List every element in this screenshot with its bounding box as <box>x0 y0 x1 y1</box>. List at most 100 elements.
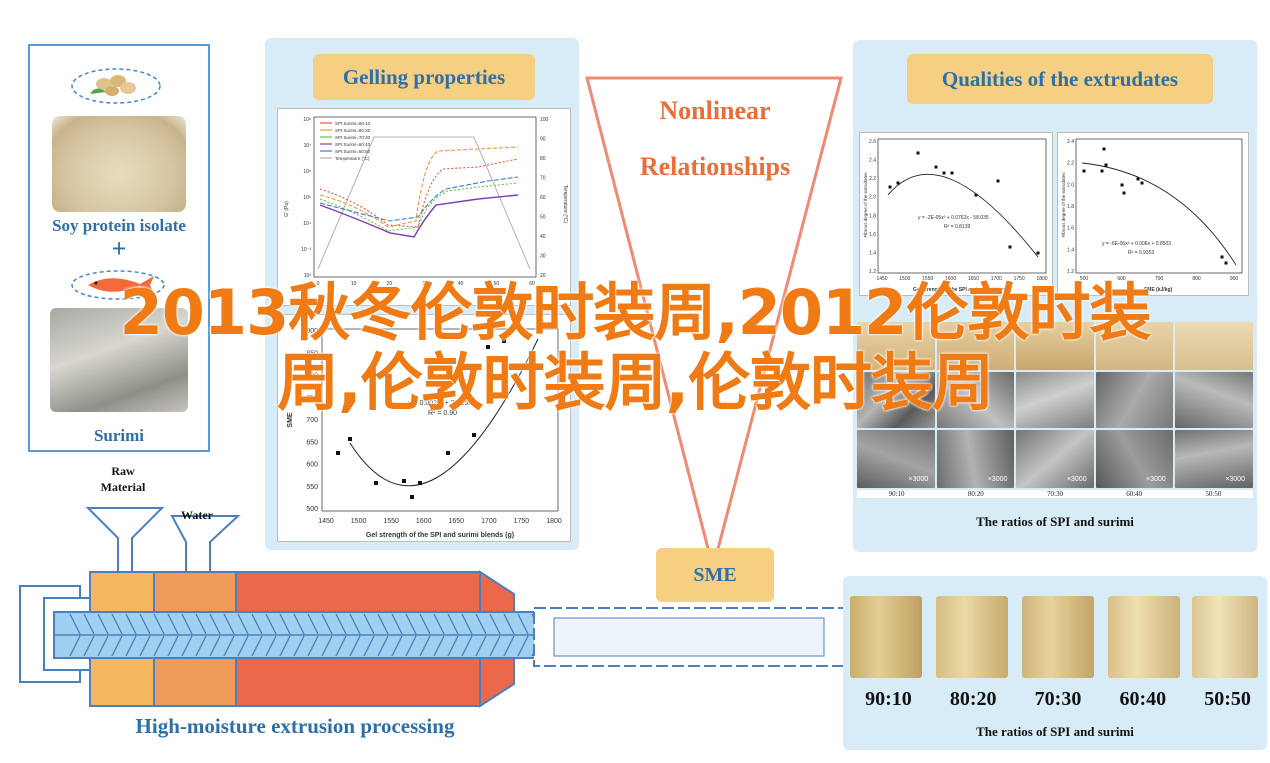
sem-mag: ×3000 <box>1174 476 1253 483</box>
gel-ylabel-left: G' (Pa) <box>284 201 290 217</box>
q2-y-tick: 2.4 <box>1067 139 1074 145</box>
gel-right-tick: 50 <box>540 215 546 221</box>
soy-label: Soy protein isolate <box>30 216 208 236</box>
surimi-label: Surimi <box>30 426 208 446</box>
q1-point <box>917 152 920 155</box>
q2-y-tick: 1.4 <box>1067 247 1074 253</box>
plus-sign: + <box>30 234 208 264</box>
q1-point <box>943 172 946 175</box>
gelling-title: Gelling properties <box>313 54 535 100</box>
q2-point <box>1103 148 1106 151</box>
sem-mag: ×3000 <box>1095 476 1174 483</box>
q2-y-tick: 1.2 <box>1067 269 1074 275</box>
sme-point <box>348 437 352 441</box>
sample-80-20 <box>936 596 1008 678</box>
sme-point <box>472 433 476 437</box>
q1-y-tick: 1.8 <box>869 213 876 219</box>
q2-point <box>1141 182 1144 185</box>
sem-mag: ×3000 <box>936 476 1015 483</box>
gel-ylabel-right: Temperature (°C) <box>562 185 568 224</box>
q1-point <box>1037 252 1040 255</box>
ratio-label-small: 60:40 <box>1095 490 1174 498</box>
sample-90-10 <box>850 596 922 678</box>
sample-60-40 <box>1108 596 1180 678</box>
raw-material-hopper <box>88 508 162 572</box>
gel-right-tick: 90 <box>540 137 546 143</box>
legend-entry: Temperature (°C) <box>335 156 370 161</box>
gel-right-tick: 70 <box>540 176 546 182</box>
sem-magnification-labels: ×3000 ×3000 ×3000 ×3000 ×3000 <box>857 476 1253 483</box>
gel-left-tick: 10⁻³ <box>301 247 311 253</box>
gel-right-tick: 60 <box>540 195 546 201</box>
legend-entry: SPI:Surimi=60:40 <box>335 142 371 147</box>
protein-powder-icon <box>52 116 186 212</box>
q2-point <box>1101 170 1104 173</box>
q1-point <box>889 186 892 189</box>
q2-y-tick: 1.6 <box>1067 226 1074 232</box>
gel-right-tick: 40 <box>540 234 546 240</box>
q2-y-tick: 2.2 <box>1067 161 1074 167</box>
ratio-label: 80:20 <box>931 688 1016 711</box>
q1-y-tick: 1.6 <box>869 232 876 238</box>
sme-point <box>336 451 340 455</box>
q1-point <box>1009 246 1012 249</box>
series-70-30 <box>320 183 518 231</box>
q2-point <box>1137 178 1140 181</box>
water-hopper <box>172 516 238 572</box>
legend-entry: SPI:Surimi=80:20 <box>335 128 371 133</box>
sem-mag: ×3000 <box>857 476 936 483</box>
gel-right-tick: 30 <box>540 254 546 260</box>
legend-entry: SPI:Surimi=50:50 <box>335 149 371 154</box>
q2-point <box>1123 192 1126 195</box>
gel-left-tick: 10⁴ <box>303 221 311 227</box>
gel-left-tick: 10⁷ <box>304 143 312 149</box>
qualities-ratio-row: 90:10 80:20 70:30 60:40 50:50 <box>857 490 1253 498</box>
sample-50-50 <box>1192 596 1258 678</box>
q2-point <box>1221 256 1224 259</box>
q1-y-tick: 2.6 <box>869 139 876 145</box>
q1-point <box>997 180 1000 183</box>
samples-caption: The ratios of SPI and surimi <box>843 724 1267 740</box>
ratio-label: 70:30 <box>1016 688 1101 711</box>
q1-point <box>951 172 954 175</box>
fibrous-vs-sme-chart: 2.4 2.2 2.0 1.8 1.6 1.4 1.2 500 600 700 800 900 Fib… <box>1057 132 1249 296</box>
qualities-caption: The ratios of SPI and surimi <box>853 514 1257 530</box>
ratio-label-small: 80:20 <box>936 490 1015 498</box>
q1-y-tick: 2.2 <box>869 176 876 182</box>
q1-y-tick: 1.2 <box>869 269 876 275</box>
ratio-label-small: 90:10 <box>857 490 936 498</box>
ratio-label: 90:10 <box>846 688 931 711</box>
q2-ylabel: Fibrous degree of the extrudates <box>1061 172 1066 238</box>
raw-material-label: Raw Material <box>88 463 158 495</box>
q1-point <box>975 194 978 197</box>
q2-y-tick: 2.0 <box>1067 182 1074 188</box>
gel-left-tick: 10⁶ <box>303 169 311 175</box>
sme-y-tick: 650 <box>306 439 318 446</box>
gel-right-tick: 100 <box>540 117 549 123</box>
q1-equation: y = -2E-05x² + 0.0762x - 58.035 <box>918 215 989 221</box>
sme-point <box>446 451 450 455</box>
q1-point <box>897 182 900 185</box>
sme-tag: SME <box>656 548 774 602</box>
extrusion-caption: High-moisture extrusion processing <box>60 714 530 739</box>
sample-ratio-row: 90:10 80:20 70:30 60:40 50:50 <box>846 688 1270 711</box>
q2-y-tick: 1.8 <box>1067 204 1074 210</box>
sample-70-30 <box>1022 596 1094 678</box>
cooling-die-inner <box>554 618 824 656</box>
ratio-label: 60:40 <box>1100 688 1185 711</box>
ratio-label: 50:50 <box>1185 688 1270 711</box>
q2-point <box>1225 262 1228 265</box>
q1-y-tick: 1.4 <box>869 250 876 256</box>
legend-entry: SPI:Surimi=90:10 <box>335 121 371 126</box>
gel-left-tick: 10⁵ <box>303 195 311 201</box>
q1-ylabel: Fibrous degree of the extrudates <box>863 172 868 238</box>
q1-y-tick: 2.0 <box>869 195 876 201</box>
q2-point <box>1121 184 1124 187</box>
sem-mag: ×3000 <box>1015 476 1094 483</box>
overlay-headline: 2013秋冬伦敦时装周,2012伦敦时装周,伦敦时装周,伦敦时装周 <box>0 278 1270 418</box>
gel-left-tick: 10⁸ <box>303 117 311 123</box>
triangle-line1: Nonlinear <box>600 96 830 126</box>
q1-r2: R² = 0.8139 <box>944 224 970 230</box>
gel-right-tick: 80 <box>540 156 546 162</box>
q1-y-tick: 2.4 <box>869 158 876 164</box>
